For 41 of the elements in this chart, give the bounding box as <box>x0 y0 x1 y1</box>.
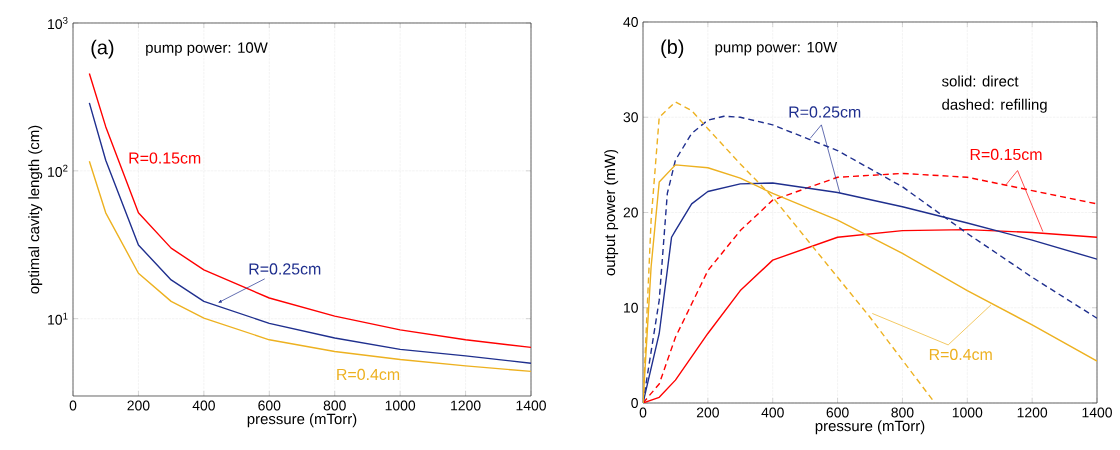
annotation: dashed: refilling <box>942 98 1047 113</box>
x-axis-title: pressure (mTorr) <box>247 413 357 428</box>
annotation: (a) <box>91 39 114 59</box>
annotation: pump power: 10W <box>715 41 838 56</box>
series-label: R=0.4cm <box>337 368 400 381</box>
line-series <box>88 102 531 364</box>
text: R=0.4cm <box>929 348 992 361</box>
y-tick-label: 10$^{3}$ <box>48 16 68 30</box>
x-tick-label: 600 <box>258 400 281 411</box>
x-tick-label: 1200 <box>1017 407 1048 418</box>
x-tick-label: 1400 <box>1082 407 1112 418</box>
x-tick-label: 600 <box>826 407 849 418</box>
x-tick-label: 800 <box>323 400 346 411</box>
x-tick-label: 800 <box>891 407 914 418</box>
x-axis-title: pressure (mTorr) <box>815 420 925 435</box>
series-label: R=0.15cm <box>129 152 201 164</box>
text: R=0.15cm <box>970 148 1042 161</box>
y-tick-label: 10$^{1}$ <box>48 312 68 325</box>
x-tick-label: 1400 <box>516 400 546 411</box>
annotation: pump power: 10W <box>146 42 268 56</box>
x-tick-label: 1000 <box>952 407 983 418</box>
x-tick-label: 400 <box>761 407 784 418</box>
y-tick-label: 40 <box>623 17 638 27</box>
x-tick-label: 0 <box>639 407 647 418</box>
y-tick-label: 30 <box>623 112 638 123</box>
line-series <box>88 72 531 349</box>
x-tick-label: 200 <box>127 400 150 411</box>
y-axis-title: optimal cavity length (cm) <box>28 125 43 294</box>
x-tick-label: 200 <box>696 407 719 418</box>
y-tick-label: 20 <box>623 207 638 218</box>
y-axis-title: output power (mW) <box>604 149 619 276</box>
annotation: solid: direct <box>942 75 1019 87</box>
y-tick-label: 10$^{2}$ <box>48 164 68 177</box>
x-tick-label: 0 <box>69 400 77 411</box>
annotation: (b) <box>661 39 684 58</box>
text: R=0.25cm <box>789 106 861 118</box>
y-tick-label: 10 <box>624 302 638 313</box>
x-tick-label: 1000 <box>385 400 416 411</box>
x-tick-label: 1200 <box>451 400 481 411</box>
text: R=0.25cm <box>249 263 321 275</box>
x-tick-label: 400 <box>192 400 215 411</box>
